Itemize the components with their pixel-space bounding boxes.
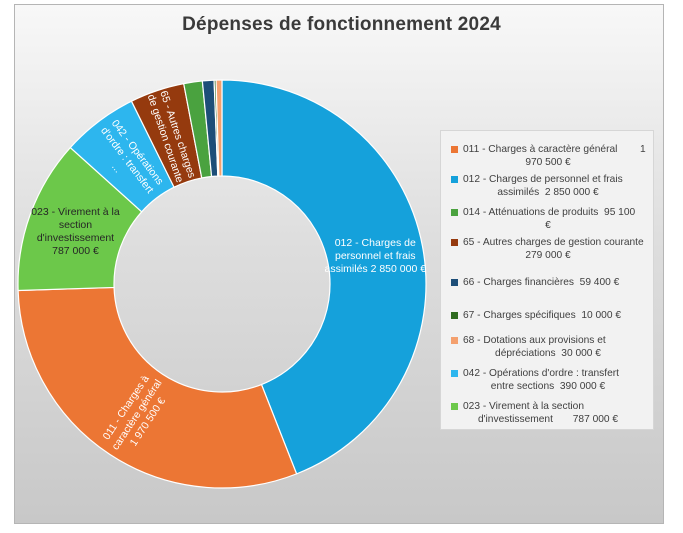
legend-swatch: [451, 176, 458, 183]
legend-text: dépréciations 30 000 €: [495, 348, 601, 359]
legend-swatch: [451, 279, 458, 286]
legend-text: 67 - Charges spécifiques 10 000 €: [463, 310, 622, 321]
legend-text: 279 000 €: [525, 250, 571, 261]
legend-text: 970 500 €: [525, 157, 571, 168]
chart-title: Dépenses de fonctionnement 2024: [182, 14, 501, 35]
legend-swatch: [451, 370, 458, 377]
legend-swatch: [451, 403, 458, 410]
slice-012: [221, 79, 427, 475]
legend-swatch: [451, 146, 458, 153]
legend-text: 012 - Charges de personnel et frais: [463, 174, 623, 185]
slice-label-012: 012 - Charges de personnel et frais assimi…: [324, 237, 426, 275]
slice-68: [215, 79, 223, 177]
legend-text: 011 - Charges à caractère général 1: [463, 144, 646, 155]
legend-text: 014 - Atténuations de produits 95 100: [463, 207, 636, 218]
legend-text: 66 - Charges financières 59 400 €: [463, 277, 620, 288]
legend: 011 - Charges à caractère général 1 970 5…: [440, 130, 654, 430]
legend-text: 68 - Dotations aux provisions et: [463, 335, 606, 346]
legend-text: entre sections 390 000 €: [490, 381, 606, 392]
legend-text: 042 - Opérations d'ordre : transfert: [463, 368, 619, 379]
slice-label-023: 023 - Virement à la section d'investisseme…: [31, 206, 120, 257]
legend-swatch: [451, 337, 458, 344]
donut-slices: [17, 79, 427, 489]
legend-swatch: [451, 209, 458, 216]
legend-text: d'investissement 787 000 €: [477, 414, 619, 425]
legend-text: assimilés 2 850 000 €: [497, 187, 599, 198]
legend-swatch: [451, 312, 458, 319]
slice-011: [17, 286, 298, 489]
legend-swatch: [451, 239, 458, 246]
legend-text: 023 - Virement à la section: [463, 401, 584, 412]
legend-text: 65 - Autres charges de gestion courante: [463, 237, 644, 248]
legend-text: €: [545, 220, 551, 231]
